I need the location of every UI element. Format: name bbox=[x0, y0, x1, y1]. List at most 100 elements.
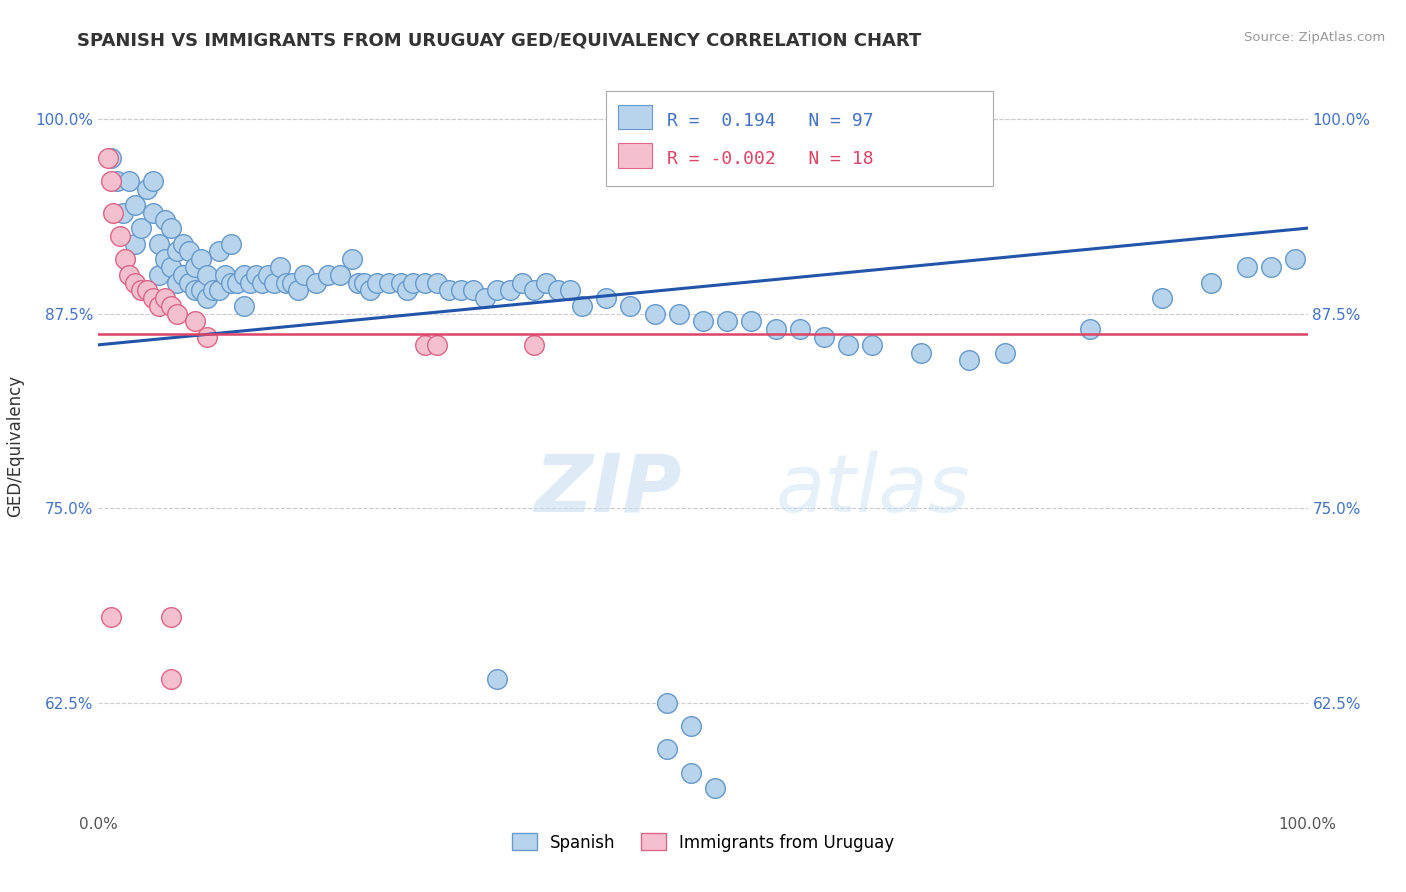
Spanish bbox=[195, 291, 218, 305]
Spanish bbox=[292, 268, 315, 282]
Spanish bbox=[486, 673, 509, 687]
Spanish bbox=[179, 244, 201, 259]
Spanish bbox=[111, 205, 134, 219]
Spanish bbox=[184, 260, 207, 274]
Spanish bbox=[347, 276, 370, 290]
Spanish bbox=[153, 252, 176, 267]
Immigrants from Uruguay bbox=[426, 338, 449, 352]
Spanish bbox=[595, 291, 617, 305]
Spanish bbox=[160, 260, 183, 274]
Immigrants from Uruguay bbox=[124, 276, 146, 290]
Immigrants from Uruguay bbox=[195, 330, 218, 344]
Immigrants from Uruguay bbox=[97, 151, 120, 165]
Spanish bbox=[547, 284, 569, 298]
Spanish bbox=[118, 174, 141, 188]
Spanish bbox=[256, 268, 278, 282]
Spanish bbox=[172, 236, 194, 251]
Spanish bbox=[232, 268, 254, 282]
Text: Source: ZipAtlas.com: Source: ZipAtlas.com bbox=[1244, 31, 1385, 45]
Legend: Spanish, Immigrants from Uruguay: Spanish, Immigrants from Uruguay bbox=[505, 827, 901, 858]
Spanish bbox=[558, 284, 581, 298]
Spanish bbox=[305, 276, 328, 290]
Spanish bbox=[208, 244, 231, 259]
Spanish bbox=[1199, 276, 1222, 290]
Spanish bbox=[208, 284, 231, 298]
Spanish bbox=[668, 307, 690, 321]
Spanish bbox=[1260, 260, 1282, 274]
Immigrants from Uruguay bbox=[129, 284, 152, 298]
Immigrants from Uruguay bbox=[118, 268, 141, 282]
Spanish bbox=[395, 284, 418, 298]
Spanish bbox=[1236, 260, 1258, 274]
Spanish bbox=[765, 322, 787, 336]
Spanish bbox=[463, 284, 485, 298]
Spanish bbox=[239, 276, 262, 290]
Text: atlas: atlas bbox=[776, 450, 970, 529]
Immigrants from Uruguay bbox=[101, 205, 124, 219]
Spanish bbox=[274, 276, 297, 290]
Immigrants from Uruguay bbox=[166, 307, 188, 321]
Spanish bbox=[342, 252, 364, 267]
Immigrants from Uruguay bbox=[523, 338, 546, 352]
Spanish bbox=[195, 268, 218, 282]
Spanish bbox=[263, 276, 285, 290]
Immigrants from Uruguay bbox=[160, 610, 183, 624]
Spanish bbox=[1078, 322, 1101, 336]
Spanish bbox=[692, 314, 714, 328]
FancyBboxPatch shape bbox=[619, 144, 652, 168]
Spanish bbox=[190, 284, 212, 298]
Spanish bbox=[202, 284, 225, 298]
Spanish bbox=[100, 151, 122, 165]
FancyBboxPatch shape bbox=[606, 91, 993, 186]
Spanish bbox=[142, 174, 165, 188]
Immigrants from Uruguay bbox=[135, 284, 157, 298]
Spanish bbox=[1152, 291, 1174, 305]
Spanish bbox=[716, 314, 738, 328]
Text: R = -0.002   N = 18: R = -0.002 N = 18 bbox=[666, 150, 873, 168]
Immigrants from Uruguay bbox=[184, 314, 207, 328]
Spanish bbox=[316, 268, 339, 282]
Spanish bbox=[704, 781, 727, 796]
Spanish bbox=[389, 276, 412, 290]
Spanish bbox=[129, 221, 152, 235]
Spanish bbox=[232, 299, 254, 313]
Spanish bbox=[226, 276, 249, 290]
Spanish bbox=[413, 276, 436, 290]
Spanish bbox=[172, 268, 194, 282]
Spanish bbox=[644, 307, 666, 321]
Spanish bbox=[142, 205, 165, 219]
Spanish bbox=[426, 276, 449, 290]
Spanish bbox=[250, 276, 273, 290]
Spanish bbox=[214, 268, 236, 282]
Spanish bbox=[221, 236, 243, 251]
Immigrants from Uruguay bbox=[148, 299, 170, 313]
Spanish bbox=[245, 268, 267, 282]
Spanish bbox=[813, 330, 835, 344]
Spanish bbox=[148, 236, 170, 251]
Spanish bbox=[179, 276, 201, 290]
Text: SPANISH VS IMMIGRANTS FROM URUGUAY GED/EQUIVALENCY CORRELATION CHART: SPANISH VS IMMIGRANTS FROM URUGUAY GED/E… bbox=[77, 31, 921, 49]
Spanish bbox=[450, 284, 472, 298]
Immigrants from Uruguay bbox=[100, 174, 122, 188]
Spanish bbox=[523, 284, 546, 298]
Spanish bbox=[1284, 252, 1306, 267]
Spanish bbox=[655, 696, 678, 710]
Spanish bbox=[679, 765, 702, 780]
Spanish bbox=[402, 276, 425, 290]
Text: R =  0.194   N = 97: R = 0.194 N = 97 bbox=[666, 112, 873, 129]
Spanish bbox=[837, 338, 859, 352]
Spanish bbox=[474, 291, 496, 305]
Spanish bbox=[135, 182, 157, 196]
Immigrants from Uruguay bbox=[153, 291, 176, 305]
Spanish bbox=[329, 268, 352, 282]
Spanish bbox=[860, 338, 883, 352]
Spanish bbox=[360, 284, 382, 298]
Spanish bbox=[366, 276, 388, 290]
Spanish bbox=[498, 284, 520, 298]
Spanish bbox=[571, 299, 593, 313]
Spanish bbox=[437, 284, 460, 298]
Immigrants from Uruguay bbox=[142, 291, 165, 305]
Spanish bbox=[510, 276, 533, 290]
Spanish bbox=[160, 221, 183, 235]
Spanish bbox=[105, 174, 128, 188]
